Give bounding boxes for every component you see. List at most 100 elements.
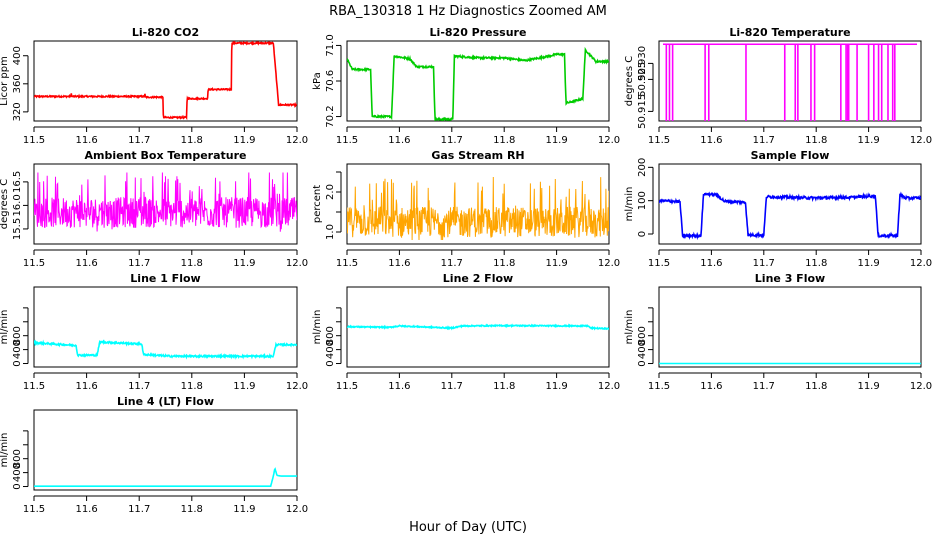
li-820-pressure-y-tick-label: 70.2 — [325, 105, 336, 127]
sample-flow-x-tick-label: 11.5 — [648, 258, 670, 269]
ambient-box-temperature-x-tick-label: 11.8 — [181, 258, 203, 269]
li-820-temperature-y-tick-label: 50.925 — [637, 62, 648, 97]
sample-flow-x-tick-label: 12.0 — [910, 258, 932, 269]
line-4-lt-flow-x-tick-label: 11.7 — [128, 504, 150, 515]
li-820-temperature-x-tick-label: 11.6 — [700, 135, 722, 146]
line-4-lt-flow-y-tick-label: 400 — [12, 463, 23, 482]
ambient-box-temperature-x-tick-label: 11.5 — [23, 258, 45, 269]
line-2-flow-x-tick-label: 11.8 — [493, 381, 515, 392]
line-3-flow-x-tick-label: 11.7 — [753, 381, 775, 392]
li-820-co2-x-tick-label: 12.0 — [286, 135, 308, 146]
sample-flow-y-tick-label: 100 — [637, 191, 648, 210]
line-4-lt-flow-y-tick-label: 0 — [12, 483, 23, 489]
sample-flow-x-tick-label: 11.8 — [805, 258, 827, 269]
li-820-co2-x-tick-label: 11.7 — [128, 135, 150, 146]
li-820-temperature-y-tick-label: 50.915 — [637, 94, 648, 129]
li-820-co2-plot-box — [33, 40, 298, 122]
line-4-lt-flow-title: Line 4 (LT) Flow — [117, 395, 214, 408]
li-820-co2-x-tick-label: 11.8 — [181, 135, 203, 146]
line-4-lt-flow-x-tick-label: 11.6 — [75, 504, 97, 515]
ambient-box-temperature-ylabel: degrees C — [0, 179, 10, 229]
line-1-flow-line — [34, 339, 297, 360]
line-3-flow-title: Line 3 Flow — [755, 272, 825, 285]
gas-stream-rh-x-tick-label: 11.8 — [493, 258, 515, 269]
ambient-box-temperature-y-tick-label: 16.0 — [12, 194, 23, 216]
li-820-pressure-x-tick-label: 11.5 — [336, 135, 358, 146]
line-1-flow-y-tick-label: 400 — [12, 340, 23, 359]
line-2-flow-title: Line 2 Flow — [443, 272, 513, 285]
figure-title: RBA_130318 1 Hz Diagnostics Zoomed AM — [329, 4, 607, 19]
panel-line-2-flow: Line 2 Flow 11.5 11.6 11.7 11.8 11.9 12.0 04008… — [312, 272, 620, 392]
ambient-box-temperature-x-tick-label: 11.9 — [233, 258, 255, 269]
panel-li-820-pressure: Li-820 Pressure 11.5 11.6 11.7 11.8 11.9 12.0 7… — [312, 26, 620, 146]
panel-li-820-temperature: Li-820 Temperature 11.5 11.6 11.7 11.8 11.9 12… — [624, 26, 932, 146]
li-820-co2-x-tick-label: 11.5 — [23, 135, 45, 146]
line-1-flow-x-tick-label: 12.0 — [286, 381, 308, 392]
ambient-box-temperature-x-tick-label: 11.7 — [128, 258, 150, 269]
line-4-lt-flow-x-tick-label: 11.9 — [233, 504, 255, 515]
sample-flow-ylabel: ml/min — [624, 187, 635, 222]
gas-stream-rh-title: Gas Stream RH — [431, 149, 524, 162]
panel-gas-stream-rh: Gas Stream RH 11.5 11.6 11.7 11.8 11.9 12.0 1.0… — [312, 149, 620, 269]
ambient-box-temperature-y-tick-label: 16.5 — [12, 171, 23, 193]
li-820-pressure-title: Li-820 Pressure — [430, 26, 527, 39]
li-820-pressure-x-tick-label: 11.7 — [441, 135, 463, 146]
li-820-co2-line — [34, 41, 297, 121]
line-4-lt-flow-x-tick-label: 12.0 — [286, 504, 308, 515]
line-1-flow-x-tick-label: 11.8 — [181, 381, 203, 392]
line-4-lt-flow-plot-box — [33, 409, 298, 491]
line-2-flow-x-tick-label: 11.6 — [388, 381, 410, 392]
line-1-flow-x-tick-label: 11.5 — [23, 381, 45, 392]
li-820-pressure-plot-box — [346, 40, 610, 122]
line-3-flow-x-tick-label: 11.6 — [700, 381, 722, 392]
li-820-temperature-x-tick-label: 11.8 — [805, 135, 827, 146]
line-1-flow-ylabel: ml/min — [0, 310, 10, 345]
line-2-flow-x-tick-label: 11.7 — [441, 381, 463, 392]
line-1-flow-x-tick-label: 11.6 — [75, 381, 97, 392]
line-4-lt-flow-x-tick-label: 11.5 — [23, 504, 45, 515]
sample-flow-x-tick-label: 11.6 — [700, 258, 722, 269]
panel-li-820-co2: Li-820 CO2 11.5 11.6 11.7 11.8 11.9 12.0 320 360… — [0, 26, 308, 146]
panel-line-4-lt-flow: Line 4 (LT) Flow 11.5 11.6 11.7 11.8 11.9 12.0… — [0, 395, 308, 515]
li-820-temperature-x-tick-label: 11.7 — [753, 135, 775, 146]
line-3-flow-x-tick-label: 11.9 — [857, 381, 879, 392]
ambient-box-temperature-y-tick-label: 15.5 — [12, 218, 23, 240]
li-820-temperature-ylabel: degrees C — [624, 56, 635, 106]
li-820-pressure-x-tick-label: 11.8 — [493, 135, 515, 146]
ambient-box-temperature-x-tick-label: 12.0 — [286, 258, 308, 269]
line-4-lt-flow-ylabel: ml/min — [0, 433, 10, 468]
li-820-co2-y-tick-label: 360 — [12, 74, 23, 93]
li-820-temperature-x-tick-label: 11.5 — [648, 135, 670, 146]
line-2-flow-x-tick-label: 11.9 — [545, 381, 567, 392]
gas-stream-rh-x-tick-label: 12.0 — [598, 258, 620, 269]
line-2-flow-y-tick-label: 0 — [325, 360, 336, 366]
sample-flow-x-tick-label: 11.7 — [753, 258, 775, 269]
line-3-flow-ylabel: ml/min — [624, 310, 635, 345]
li-820-pressure-y-tick-label: 71.0 — [325, 34, 336, 56]
line-1-flow-x-tick-label: 11.9 — [233, 381, 255, 392]
li-820-temperature-y-tick-label: 50.930 — [637, 46, 648, 81]
li-820-co2-y-tick-label: 400 — [12, 46, 23, 65]
ambient-box-temperature-line — [34, 172, 297, 232]
line-3-flow-plot-box — [658, 286, 922, 368]
li-820-temperature-plot-box — [658, 40, 922, 122]
li-820-temperature-x-tick-label: 12.0 — [910, 135, 932, 146]
li-820-pressure-line — [347, 46, 609, 121]
li-820-temperature-series — [663, 43, 917, 121]
li-820-temperature-x-tick-label: 11.9 — [857, 135, 879, 146]
li-820-pressure-series — [347, 46, 609, 121]
li-820-pressure-x-tick-label: 11.9 — [545, 135, 567, 146]
panels: Li-820 CO2 11.5 11.6 11.7 11.8 11.9 12.0 320 360… — [0, 26, 932, 515]
line-2-flow-ylabel: ml/min — [312, 310, 323, 345]
gas-stream-rh-x-tick-label: 11.6 — [388, 258, 410, 269]
panel-line-1-flow: Line 1 Flow 11.5 11.6 11.7 11.8 11.9 12.0 04008… — [0, 272, 308, 392]
sample-flow-line — [659, 191, 921, 241]
line-3-flow-x-tick-label: 11.5 — [648, 381, 670, 392]
line-2-flow-x-tick-label: 12.0 — [598, 381, 620, 392]
line-2-flow-series — [347, 323, 609, 331]
line-4-lt-flow-series — [34, 467, 297, 487]
gas-stream-rh-y-tick-label: 1.0 — [325, 224, 336, 240]
line-3-flow-y-tick-label: 800 — [637, 326, 648, 345]
panel-ambient-box-temperature: Ambient Box Temperature 11.5 11.6 11.7 11.8 1… — [0, 149, 308, 269]
